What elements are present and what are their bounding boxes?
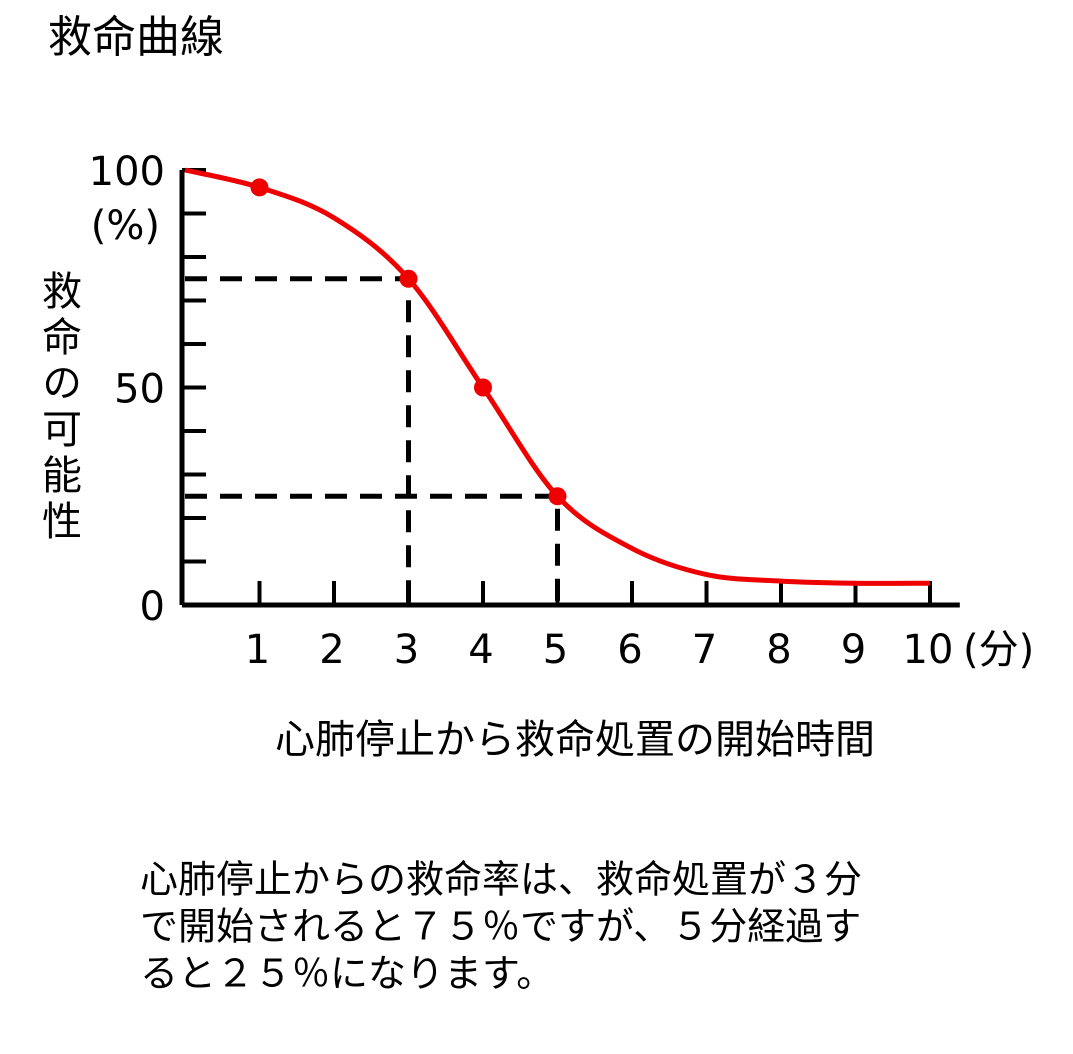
- x-tick-label: 9: [841, 627, 866, 673]
- x-tick-label: 2: [319, 627, 344, 673]
- guide-line: [185, 276, 411, 605]
- chart-title: 救命曲線: [48, 12, 224, 63]
- y-axis-label: 救命の可能性: [35, 270, 81, 546]
- x-unit: (分): [963, 627, 1034, 673]
- point: [474, 378, 492, 397]
- x-tick-label: 3: [394, 627, 419, 673]
- x-tick-label: 4: [468, 627, 493, 673]
- x-tick-label: 8: [766, 627, 791, 673]
- x-tick-label: 1: [245, 627, 270, 673]
- guide-line: [185, 493, 560, 605]
- y-tick-label: 100: [89, 149, 165, 195]
- point: [250, 178, 269, 197]
- x-tick-label: 7: [692, 627, 717, 673]
- note-line: ると２５％になります。: [140, 952, 554, 996]
- note: 心肺停止からの救命率は、救命処置が３分で開始されると７５％ですが、５分経過すると…: [140, 858, 862, 996]
- point: [399, 269, 418, 288]
- x-axis-label: 心肺停止から救命処置の開始時間: [275, 717, 875, 763]
- x-tick-label: 5: [543, 627, 568, 673]
- curve: [184, 167, 931, 586]
- note-line: で開始されると７５％ですが、５分経過す: [140, 905, 861, 949]
- y-tick-label: 50: [114, 367, 165, 413]
- x-tick-label: 10: [903, 627, 954, 673]
- x-tick-label: 6: [617, 627, 642, 673]
- y-unit: (%): [91, 203, 160, 249]
- note-line: 心肺停止からの救命率は、救命処置が３分: [140, 858, 862, 902]
- y-tick-label: 0: [140, 584, 165, 630]
- point: [548, 487, 567, 506]
